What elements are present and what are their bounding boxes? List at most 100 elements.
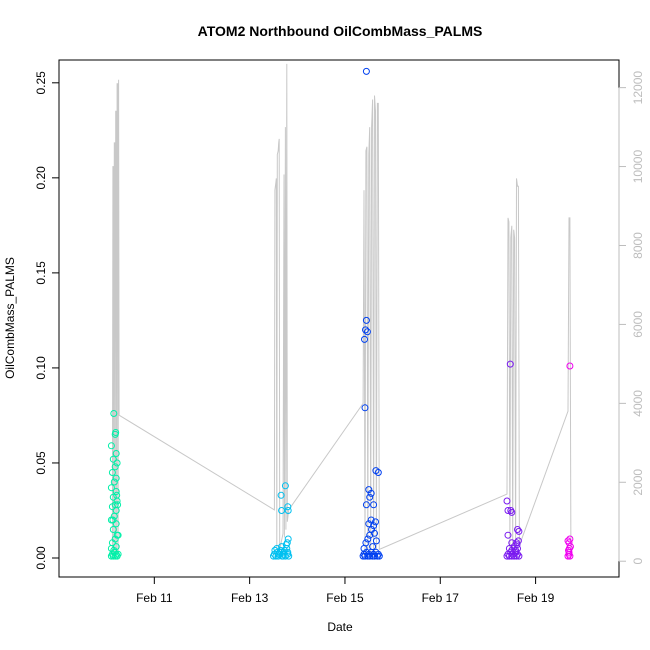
x-tick-label-2: Feb 15 [326,591,364,605]
data-point-s2-p33 [362,326,369,334]
data-point-s2-p20 [370,522,378,530]
scatter-layer [107,67,574,560]
data-point-s3-p16 [514,537,522,545]
y-tick-label-3: 0.15 [34,261,48,285]
altitude-line [111,63,572,560]
data-point-s3-p10 [515,552,523,560]
data-point-s4-p10 [566,362,574,370]
data-point-s0-p34 [112,429,120,436]
y-right-tick-label-5: 10000 [631,150,645,184]
y-right-tick-label-6: 12000 [631,71,645,105]
data-point-s1-p24 [281,482,289,490]
data-point-s0-p20 [111,501,119,509]
y-right-tick-label-1: 2000 [631,469,645,496]
data-point-s2-p28 [365,486,373,494]
data-point-s2-p30 [374,469,382,476]
data-point-s2-p27 [367,489,375,497]
data-point-s0-p38 [109,516,117,524]
x-axis-label: Date [327,620,353,634]
y-axis-left: 0.00 0.05 0.10 0.15 0.20 0.25 [34,71,60,570]
data-point-s2-p14 [375,552,383,560]
data-point-s2-p37 [371,529,378,537]
data-point-s2-p38 [372,537,380,545]
data-point-s3-p21 [508,508,516,516]
data-point-s2-p10 [371,552,378,560]
data-point-s3-p24 [515,527,523,535]
data-point-s3-p23 [514,526,521,533]
x-tick-label-1: Feb 13 [231,591,269,605]
data-point-s0-p25 [110,478,118,486]
x-tick-label-0: Feb 11 [136,591,173,605]
y-axis-label: OilCombMass_PALMS [3,257,17,379]
data-point-s2-p31 [361,404,369,412]
data-point-s0-p32 [107,442,115,450]
data-point-s1-p20 [283,539,291,547]
data-point-s0-p26 [112,474,120,482]
data-point-s2-p32 [361,335,368,343]
data-point-s0-p35 [110,410,118,417]
y-right-tick-label-4: 8000 [631,232,645,259]
y-right-tick-label-2: 4000 [631,390,645,417]
data-point-s3-p22 [503,497,511,505]
data-point-s4-p9 [566,543,574,551]
data-point-s0-p39 [113,491,121,499]
data-point-s3-p19 [504,507,512,514]
data-point-s2-p34 [362,316,370,324]
data-point-s4-p6 [566,535,574,543]
data-point-s0-p14 [109,526,117,533]
y-tick-label-4: 0.20 [34,166,48,190]
y-tick-label-0: 0.00 [34,546,48,570]
altitude-line-layer [111,63,572,560]
data-point-s0-p22 [109,493,117,501]
data-point-s2-p17 [364,535,372,543]
data-point-s2-p25 [370,501,378,509]
data-point-s3-p17 [504,531,512,539]
data-point-s0-p24 [107,484,115,492]
data-point-s0-p7 [114,550,122,558]
data-point-s3-p15 [514,545,521,552]
y-right-tick-label-0: 0 [631,558,645,565]
x-tick-label-4: Feb 19 [517,591,555,605]
data-point-s1-p21 [284,535,292,543]
plot-frame [58,59,620,578]
y-right-tick-label-3: 6000 [631,311,645,338]
data-point-s2-p35 [363,328,371,336]
data-point-s3-p25 [506,360,514,368]
y-tick-label-5: 0.25 [34,71,48,95]
data-point-s2-p23 [367,516,375,524]
y-tick-label-2: 0.10 [34,356,48,380]
data-point-s2-p36 [362,67,370,75]
data-point-s0-p28 [111,463,119,471]
data-point-s0-p30 [109,455,117,463]
data-point-s0-p29 [113,459,121,467]
data-point-s0-p23 [112,488,120,495]
data-point-s2-p39 [369,543,377,551]
data-point-s0-p10 [112,543,120,551]
y-axis-right: 0 2000 4000 6000 8000 10000 12000 [618,71,645,565]
data-point-s2-p26 [366,493,374,501]
data-point-s0-p36 [114,501,122,509]
data-point-s3-p27 [513,541,521,549]
data-point-s2-p24 [362,501,370,509]
data-point-s1-p27 [274,550,282,558]
y-tick-label-1: 0.05 [34,451,48,475]
data-point-s1-p28 [279,552,287,560]
data-point-s2-p2 [361,552,369,560]
data-point-s2-p6 [366,552,374,560]
data-point-s1-p26 [284,507,292,514]
data-point-s2-p21 [372,518,379,526]
chart-title: ATOM2 Northbound OilCombMass_PALMS [198,23,483,39]
data-point-s0-p31 [112,450,120,457]
data-point-s0-p37 [114,531,122,539]
data-point-s2-p22 [365,520,373,528]
x-tick-label-3: Feb 17 [422,591,460,605]
x-axis: Feb 11 Feb 13 Feb 15 Feb 17 Feb 19 [136,576,555,605]
data-point-s0-p27 [108,469,116,476]
data-point-s1-p25 [284,503,292,511]
data-point-s2-p16 [362,539,370,547]
data-point-s4-p7 [564,537,572,545]
data-point-s1-p29 [284,548,292,556]
data-point-s1-p23 [278,507,286,514]
data-point-s1-p22 [277,491,285,499]
